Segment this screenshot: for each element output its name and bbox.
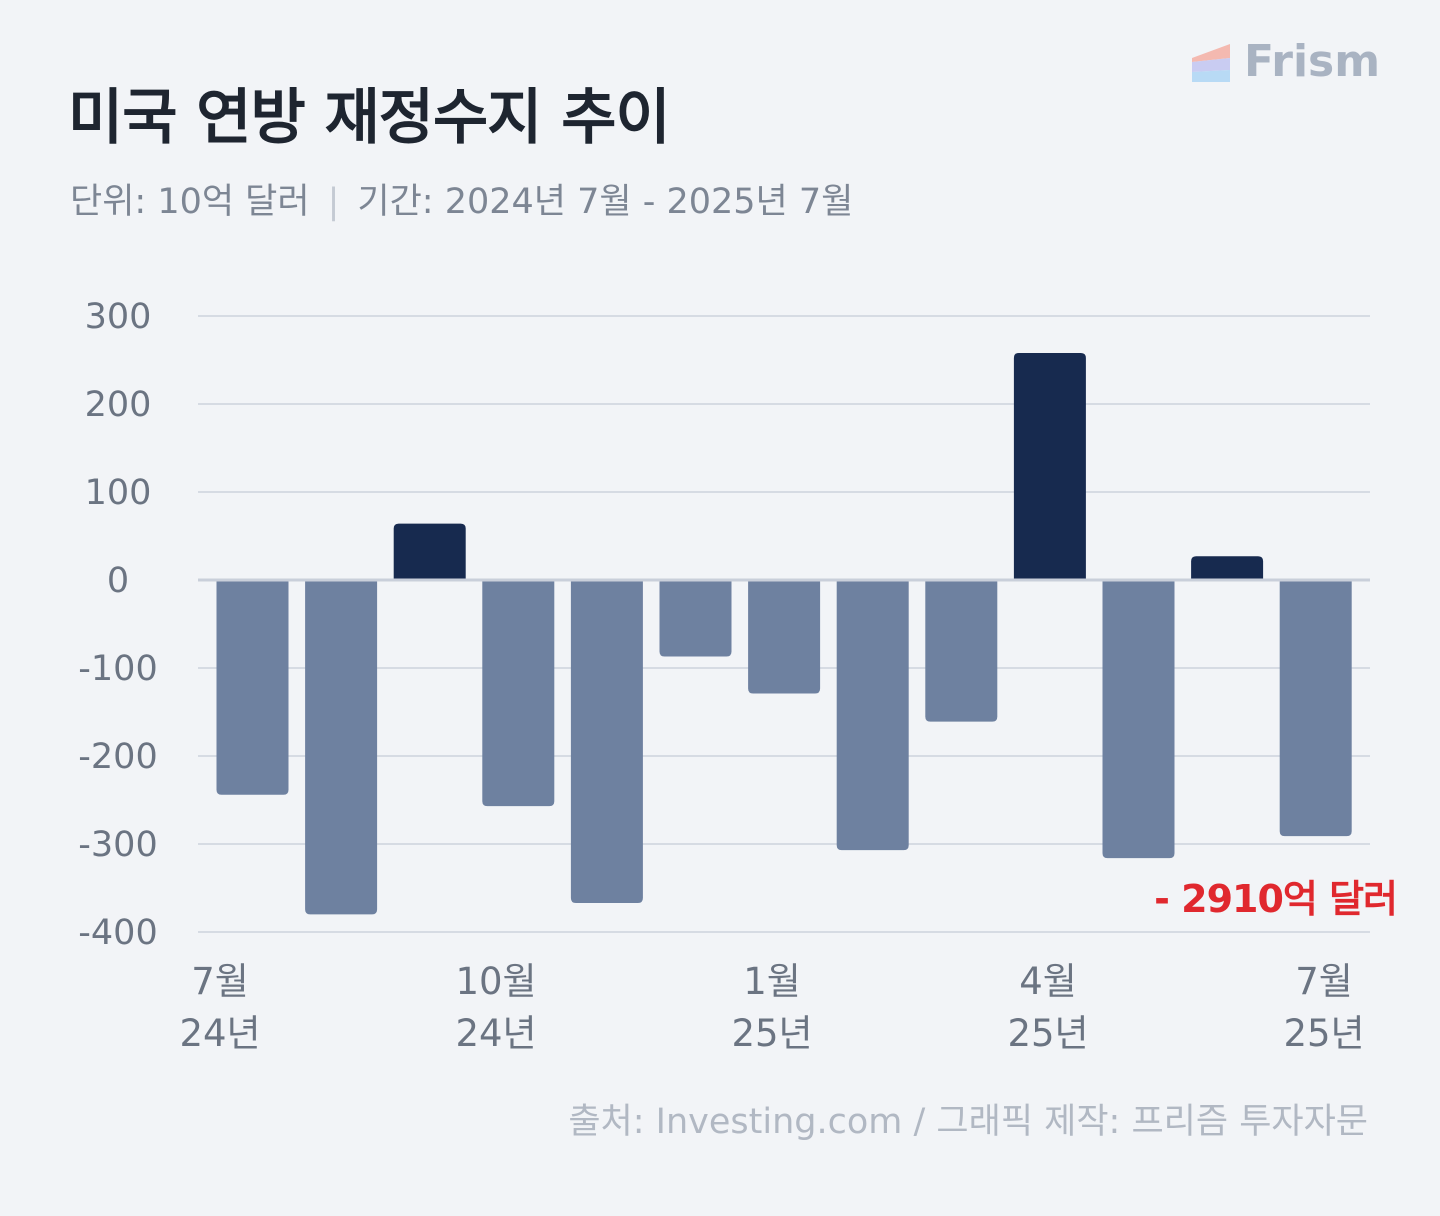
bar-2025-05 [1102,580,1175,859]
y-tick-label: -300 [78,825,157,865]
brand-logo: Frism [1190,38,1380,86]
bar-2024-11 [570,580,643,903]
bar-2024-08 [305,580,378,915]
bar-2025-06 [1191,556,1264,580]
x-tick-month: 4월 [1019,960,1077,1003]
bar-2025-01 [748,580,821,694]
bar-2025-03 [925,580,998,722]
prism-logo-icon [1192,44,1230,82]
x-tick-month: 1월 [743,960,801,1003]
bar-2025-02 [836,580,909,851]
y-tick-label: -200 [78,737,157,777]
bar-2025-04 [1013,352,1086,580]
x-tick-year: 24년 [179,1012,260,1055]
y-tick-label: -100 [78,649,157,689]
x-tick-month: 7월 [191,960,249,1003]
bar-2024-12 [659,580,732,657]
unit-label: 단위: 10억 달러 [70,182,310,222]
source-credit: 출처: Investing.com / 그래픽 제작: 프리즘 투자자문 [568,1102,1368,1142]
x-tick-month: 7월 [1295,960,1353,1003]
x-tick-year: 25년 [731,1012,812,1055]
y-tick-label: 100 [85,473,152,513]
y-tick-label: 300 [85,297,152,337]
brand-name: Frism [1244,36,1381,87]
bar-2024-09 [393,523,466,580]
bar-2024-07 [216,580,289,795]
subtitle-separator: | [327,182,340,222]
bar-2024-10 [482,580,555,807]
y-tick-label: -400 [78,913,157,953]
chart-subtitle: 단위: 10억 달러 | 기간: 2024년 7월 - 2025년 7월 [70,178,853,226]
bar-2025-07 [1279,580,1352,837]
y-tick-label: 0 [107,561,129,601]
x-tick-year: 24년 [455,1012,536,1055]
x-tick-month: 10월 [455,960,536,1003]
x-tick-year: 25년 [1007,1012,1088,1055]
y-tick-label: 200 [85,385,152,425]
x-tick-year: 25년 [1283,1012,1364,1055]
chart-title: 미국 연방 재정수지 추이 [68,83,671,153]
period-label: 기간: 2024년 7월 - 2025년 7월 [357,182,854,222]
annotation-label: - 2910억 달러 [1154,877,1397,921]
